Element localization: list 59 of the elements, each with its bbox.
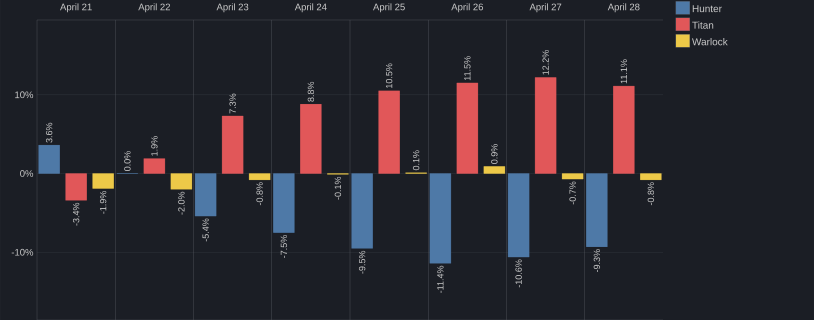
bar [248, 173, 270, 180]
bar [273, 173, 295, 233]
data-label: 0.1% [412, 150, 420, 170]
data-label: -11.4% [437, 266, 444, 293]
bar [534, 77, 556, 174]
legend-label: Hunter [692, 5, 722, 12]
bar [222, 116, 244, 174]
bar [456, 82, 478, 174]
data-label: -7.5% [280, 235, 288, 258]
data-label: -1.9% [100, 191, 106, 214]
bar [92, 173, 114, 189]
x-tick-label: April 24 [294, 3, 327, 12]
data-label: -0.7% [569, 182, 576, 204]
data-label: 7.3% [229, 94, 236, 114]
bar [640, 173, 662, 180]
bar [351, 173, 373, 249]
bar [65, 173, 87, 201]
bar [562, 173, 584, 180]
data-label: 0.9% [491, 144, 498, 164]
data-label: 12.2% [542, 50, 549, 75]
data-label: -9.5% [358, 250, 366, 274]
y-tick-label: -10% [12, 248, 34, 256]
legend-label: Titan [692, 21, 714, 29]
bar [170, 173, 192, 190]
data-label: -0.8% [648, 182, 654, 206]
bar [38, 144, 60, 174]
x-tick-label: April 27 [530, 3, 562, 12]
x-tick-label: April 23 [216, 3, 248, 12]
x-tick-label: April 28 [608, 3, 640, 12]
bar [144, 158, 166, 174]
bar [378, 90, 400, 174]
data-label: 11.1% [620, 59, 628, 84]
data-label: -0.1% [334, 176, 342, 200]
y-tick-label: 10% [15, 91, 34, 98]
bar [586, 173, 608, 247]
data-label: 0.0% [124, 151, 131, 171]
data-label: 3.6% [46, 122, 52, 143]
data-label: -9.3% [594, 249, 600, 272]
data-label: -0.8% [256, 182, 263, 206]
x-tick-label: April 26 [451, 3, 484, 12]
data-label: 1.9% [151, 136, 158, 156]
bar [194, 173, 216, 216]
bar [484, 166, 506, 174]
bar [508, 173, 530, 258]
y-tick-label: 0% [20, 170, 34, 177]
x-tick-label: April 21 [60, 3, 92, 12]
bar [300, 104, 322, 174]
data-label: -3.4% [72, 202, 80, 226]
data-label: 10.5% [386, 63, 392, 88]
data-label: -10.6% [515, 260, 522, 288]
x-tick-label: April 22 [138, 3, 170, 12]
data-label: -5.4% [202, 218, 209, 242]
data-label: 8.8% [308, 82, 314, 102]
bar [613, 86, 635, 174]
data-label: -2.0% [178, 192, 185, 215]
x-tick-label: April 25 [373, 3, 405, 12]
legend-label: Warlock [692, 38, 728, 46]
bar [430, 173, 452, 264]
data-label: 11.5% [464, 56, 471, 80]
